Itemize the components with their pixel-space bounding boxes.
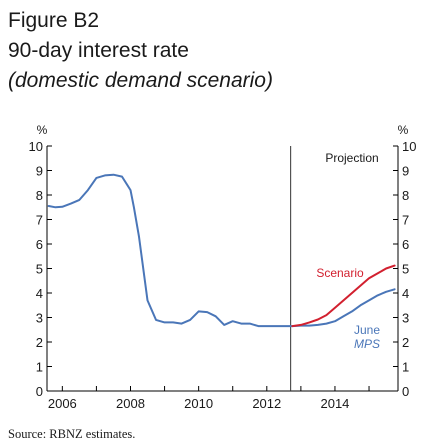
y-tick-label-left: 9 bbox=[36, 164, 43, 179]
june-mps-label-line-1: June bbox=[354, 323, 380, 337]
series-line-scenario bbox=[291, 264, 396, 328]
y-tick-label-left: 2 bbox=[36, 335, 43, 350]
y-tick-label-left: 10 bbox=[29, 139, 43, 154]
y-tick-label-left: 0 bbox=[36, 384, 43, 399]
y-tick-label-left: 3 bbox=[36, 311, 43, 326]
y-tick-label-right: 9 bbox=[402, 164, 409, 179]
y-tick-label-left: 8 bbox=[36, 188, 43, 203]
x-tick-label: 2014 bbox=[320, 396, 349, 411]
y-tick-label-right: 2 bbox=[402, 335, 409, 350]
series-line-june-mps bbox=[47, 173, 396, 328]
june-mps-label-line-2: MPS bbox=[354, 337, 380, 351]
y-tick-label-right: 7 bbox=[402, 213, 409, 228]
x-tick-label: 2006 bbox=[48, 396, 77, 411]
figure-title: 90-day interest rate bbox=[8, 39, 189, 62]
y-tick-label-left: 4 bbox=[36, 286, 43, 301]
y-tick-label-left: 5 bbox=[36, 262, 43, 277]
x-tick-label: 2010 bbox=[184, 396, 213, 411]
y-tick-label-right: 6 bbox=[402, 237, 409, 252]
projection-label: Projection bbox=[325, 151, 378, 165]
scenario-series-label: Scenario bbox=[316, 266, 364, 280]
y-tick-label-left: 1 bbox=[36, 360, 43, 375]
y-tick-label-left: 6 bbox=[36, 237, 43, 252]
y-tick-label-right: 0 bbox=[402, 384, 409, 399]
source-note: Source: RBNZ estimates. bbox=[8, 427, 136, 441]
figure-subtitle: (domestic demand scenario) bbox=[8, 69, 273, 92]
y-tick-label-left: 7 bbox=[36, 213, 43, 228]
y-tick-label-right: 5 bbox=[402, 262, 409, 277]
figure-label: Figure B2 bbox=[8, 9, 100, 32]
y-tick-label-right: 1 bbox=[402, 360, 409, 375]
y-tick-label-right: 8 bbox=[402, 188, 409, 203]
y-tick-label-right: 3 bbox=[402, 311, 409, 326]
x-tick-label: 2012 bbox=[252, 396, 281, 411]
right-unit-label: % bbox=[398, 123, 409, 137]
left-unit-label: % bbox=[37, 123, 48, 137]
y-tick-label-right: 4 bbox=[402, 286, 409, 301]
x-tick-label: 2008 bbox=[116, 396, 145, 411]
figure-title-block: Figure B2 90-day interest rate (domestic… bbox=[8, 6, 273, 96]
y-tick-label-right: 10 bbox=[402, 139, 416, 154]
